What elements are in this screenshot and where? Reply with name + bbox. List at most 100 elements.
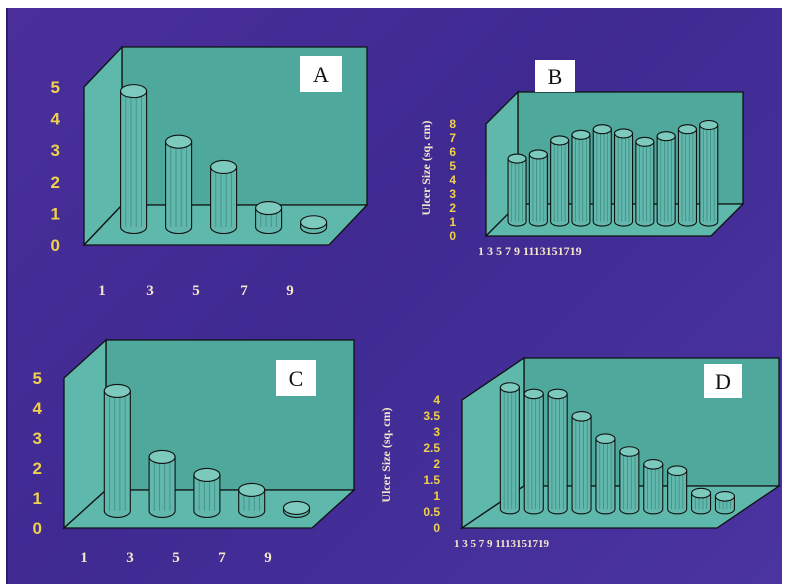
bar-body [255, 207, 283, 235]
x-tick-labels: 1 3 5 7 9 1113151719 [478, 244, 582, 258]
back-wall [105, 339, 355, 491]
bar-body [656, 135, 676, 227]
bar-top [282, 500, 311, 515]
x-tick-label: 9 [264, 550, 272, 566]
bar-body [699, 124, 719, 227]
y-tick-label: 2 [51, 173, 60, 192]
x-tick-label: 3 [146, 283, 154, 299]
bar [619, 446, 640, 515]
bar [507, 153, 527, 227]
bar-top [210, 159, 238, 175]
bar-body [499, 386, 520, 515]
bar-top [528, 149, 548, 160]
panel-label-box [300, 56, 342, 92]
bar [547, 388, 568, 515]
bar-body [595, 438, 616, 515]
x-tick-label: 5 [192, 283, 200, 299]
right-margin [782, 8, 797, 584]
panel-label: A [313, 62, 329, 87]
bar-top [656, 131, 676, 142]
x-tick-label: 1 [98, 283, 106, 299]
bar-top [699, 119, 719, 131]
x-tick-label: 1 [80, 550, 88, 566]
y-tick-label: 2 [433, 457, 440, 471]
y-tick-label: 0 [33, 519, 42, 538]
bar-top [547, 388, 568, 400]
y-tick-label: 8 [449, 117, 456, 131]
x-tick-label: 3 [126, 550, 134, 566]
y-axis-label: Ulcer Size (sq. cm) [379, 407, 393, 502]
y-tick-label: 5 [33, 369, 42, 388]
bar [193, 467, 221, 518]
bar-body [528, 153, 548, 227]
bar [714, 490, 736, 515]
bar-body [614, 132, 634, 227]
bar-body [165, 141, 193, 235]
y-tick-label: 1 [433, 489, 440, 503]
bar [523, 388, 544, 515]
y-tick-label: 0 [449, 229, 456, 243]
bar-top [507, 153, 527, 164]
bar-top [635, 136, 655, 147]
bar-top [193, 467, 221, 482]
y-tick-label: 0 [51, 236, 60, 255]
bar [656, 131, 676, 227]
bar-top [165, 134, 193, 149]
bar-top [677, 124, 698, 135]
bar [667, 465, 688, 515]
bar [528, 149, 548, 227]
bar-body [592, 128, 612, 227]
bar [103, 383, 131, 518]
y-tick-label: 5 [51, 78, 60, 97]
y-tick-label: 3.5 [423, 409, 440, 423]
bar [592, 124, 612, 227]
bar [643, 458, 664, 515]
bar-top [619, 446, 640, 457]
bar [677, 124, 698, 227]
x-tick-label: 7 [240, 283, 248, 299]
y-tick-label: 7 [449, 131, 456, 145]
bar [282, 500, 311, 518]
y-tick-label: 1 [51, 204, 60, 223]
y-axis-label: Ulcer Size (sq. cm) [419, 120, 433, 215]
bar-top [571, 129, 591, 140]
bar-top [643, 458, 664, 470]
bar [595, 433, 616, 515]
y-tick-label: 2 [33, 459, 42, 478]
y-tick-label: 2 [449, 201, 456, 215]
bar-top [148, 449, 176, 464]
bar-body [667, 470, 688, 515]
bar [165, 134, 193, 235]
y-tick-label: 5 [449, 159, 456, 173]
bar-body [238, 489, 266, 518]
bar [300, 215, 328, 235]
bar-body [635, 141, 655, 227]
bar [148, 449, 176, 518]
bar-top [238, 482, 266, 497]
bar-top [613, 128, 634, 139]
bar-body [691, 492, 712, 515]
x-tick-label: 9 [286, 283, 294, 299]
bar-body [507, 158, 527, 227]
bar-body [571, 134, 591, 227]
bar-body [210, 166, 238, 235]
bar-top [255, 200, 283, 216]
y-tick-label: 4 [433, 393, 440, 407]
bar-top [592, 124, 612, 135]
bar-top [300, 215, 328, 230]
bar-top [550, 135, 570, 146]
y-tick-label: 3 [433, 425, 440, 439]
bar-body [677, 128, 697, 227]
bar-body [571, 415, 592, 515]
bar-body [523, 393, 544, 515]
bar [550, 135, 570, 227]
panel-d: D 0 0.5 1 1.5 2 2.5 3 3.5 4 Ulcer Size (sq. cm) 1 3… [379, 356, 782, 550]
panel-label: B [548, 64, 563, 89]
bar-body [120, 90, 148, 235]
panel-c: C 0 1 2 3 4 5 1 3 5 7 9 [33, 338, 356, 566]
panel-label-box [535, 60, 575, 92]
y-tick-label: 4 [33, 399, 43, 418]
bar-top [714, 490, 736, 502]
